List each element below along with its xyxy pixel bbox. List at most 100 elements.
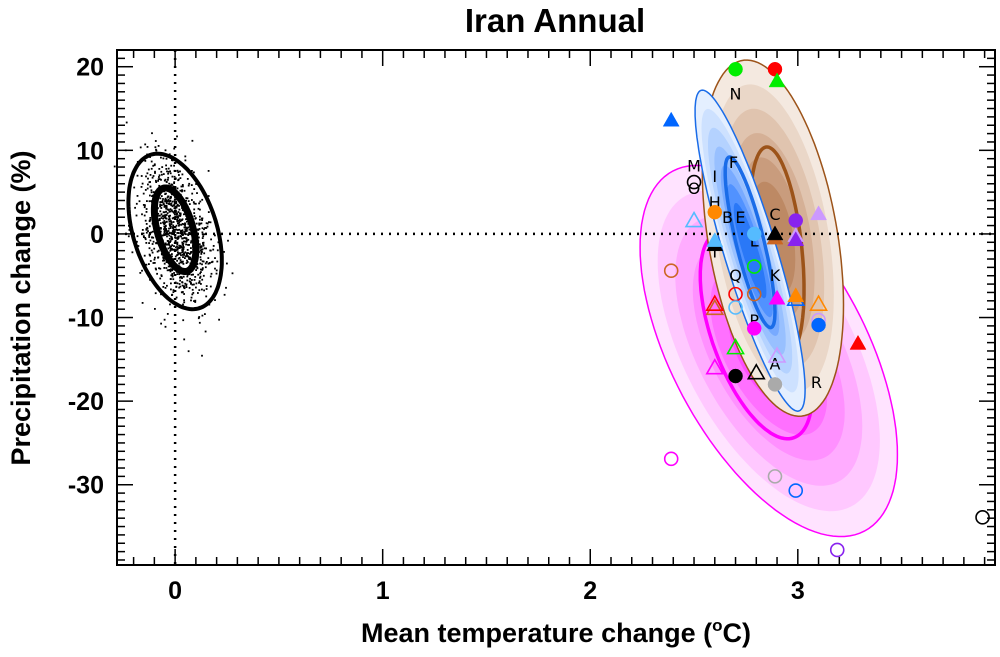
cloud-point bbox=[209, 285, 212, 288]
cloud-point bbox=[174, 255, 177, 258]
cloud-point bbox=[190, 241, 192, 244]
cloud-point bbox=[188, 244, 190, 246]
cloud-point bbox=[162, 259, 164, 262]
cloud-point bbox=[176, 220, 179, 223]
model-marker-triangle bbox=[705, 298, 725, 316]
model-marker-circle bbox=[686, 174, 702, 190]
cloud-point bbox=[171, 255, 173, 258]
cloud-point bbox=[181, 277, 183, 279]
cloud-point bbox=[223, 251, 225, 253]
cloud-point bbox=[162, 286, 165, 288]
y-tick-label: 10 bbox=[76, 137, 104, 165]
cloud-point bbox=[197, 228, 200, 231]
cloud-point bbox=[173, 200, 176, 203]
cloud-point bbox=[176, 204, 179, 207]
cloud-point bbox=[204, 266, 207, 269]
cloud-point bbox=[179, 213, 182, 216]
cloud-point bbox=[214, 267, 216, 270]
cloud-point bbox=[201, 198, 204, 201]
cloud-point bbox=[150, 231, 153, 234]
cloud-point bbox=[164, 178, 167, 181]
cloud-point bbox=[186, 273, 189, 276]
model-letter-label: B bbox=[722, 208, 733, 227]
cloud-point bbox=[180, 291, 183, 294]
cloud-point bbox=[150, 249, 153, 252]
cloud-point bbox=[170, 220, 172, 222]
cloud-point bbox=[161, 173, 163, 176]
cloud-point bbox=[181, 190, 183, 193]
cloud-point bbox=[179, 245, 182, 247]
cloud-point bbox=[177, 211, 180, 213]
cloud-point bbox=[201, 227, 204, 230]
cloud-point bbox=[186, 197, 189, 200]
cloud-point bbox=[179, 285, 182, 288]
cloud-point bbox=[145, 228, 148, 231]
confidence-regions bbox=[639, 59, 899, 538]
cloud-point bbox=[164, 205, 167, 208]
cloud-point bbox=[226, 262, 228, 265]
cloud-point bbox=[159, 197, 162, 200]
cloud-point bbox=[182, 242, 185, 245]
cloud-point bbox=[207, 211, 210, 213]
cloud-point bbox=[191, 139, 194, 142]
cloud-point bbox=[152, 240, 155, 243]
cloud-point bbox=[167, 195, 169, 198]
model-marker-triangle bbox=[726, 338, 745, 355]
cloud-point bbox=[181, 229, 184, 232]
cloud-point bbox=[178, 224, 180, 227]
cloud-point bbox=[189, 277, 191, 280]
cloud-point bbox=[182, 303, 184, 306]
cloud-point bbox=[191, 199, 193, 201]
model-marker-circle bbox=[746, 286, 762, 302]
cloud-point bbox=[155, 148, 157, 151]
cloud-point bbox=[190, 299, 192, 302]
cloud-point bbox=[170, 288, 172, 291]
cloud-point bbox=[170, 278, 172, 280]
cloud-point bbox=[173, 164, 175, 167]
cloud-point bbox=[178, 223, 181, 226]
cloud-point bbox=[185, 243, 187, 246]
cloud-point bbox=[152, 236, 155, 239]
cloud-point bbox=[214, 234, 216, 237]
model-marker-circle bbox=[746, 321, 762, 336]
cloud-point bbox=[158, 184, 161, 187]
cloud-point bbox=[205, 227, 208, 229]
cloud-point bbox=[144, 238, 147, 241]
cloud-point bbox=[144, 237, 147, 239]
cloud-point bbox=[142, 192, 145, 195]
cloud-point bbox=[169, 240, 172, 242]
cloud-point bbox=[188, 258, 191, 260]
model-marker-triangle bbox=[767, 346, 787, 363]
model-letters: NFMOIHBECLTQKPAR bbox=[687, 84, 822, 391]
cloud-point bbox=[177, 251, 179, 254]
model-letter-label: Q bbox=[729, 266, 742, 285]
cloud-point bbox=[174, 198, 177, 201]
cloud-point bbox=[205, 222, 208, 225]
cloud-point bbox=[193, 188, 196, 190]
cloud-point bbox=[143, 254, 146, 257]
cloud-point bbox=[144, 160, 147, 162]
cloud-point bbox=[185, 283, 188, 286]
cloud-point bbox=[171, 217, 174, 220]
cloud-point bbox=[168, 153, 171, 156]
model-letter-label: P bbox=[749, 311, 759, 330]
cloud-point bbox=[181, 173, 184, 176]
cloud-point bbox=[143, 214, 146, 217]
cloud-point bbox=[200, 271, 202, 273]
cloud-point bbox=[183, 240, 185, 243]
cloud-point bbox=[146, 227, 149, 230]
cloud-point bbox=[162, 256, 165, 259]
cloud-point bbox=[160, 293, 162, 296]
cloud-point bbox=[167, 209, 170, 211]
cloud-point bbox=[136, 235, 139, 238]
cloud-point bbox=[167, 198, 170, 201]
cloud-point bbox=[150, 191, 153, 194]
cloud-point bbox=[199, 249, 202, 252]
cloud-point bbox=[183, 338, 186, 341]
cloud-point bbox=[171, 253, 173, 255]
cloud-point bbox=[167, 176, 170, 179]
cloud-point bbox=[166, 240, 169, 242]
cloud-point bbox=[182, 263, 185, 265]
cloud-point bbox=[212, 248, 215, 251]
cloud-point bbox=[163, 282, 166, 285]
